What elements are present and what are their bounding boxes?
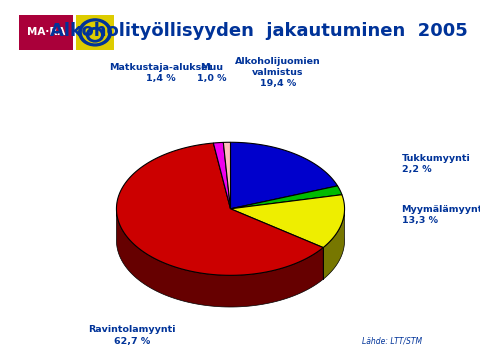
Polygon shape bbox=[230, 142, 337, 209]
Circle shape bbox=[86, 28, 104, 42]
FancyBboxPatch shape bbox=[19, 15, 73, 50]
Polygon shape bbox=[230, 195, 345, 248]
Text: Muu
1,0 %: Muu 1,0 % bbox=[197, 63, 226, 83]
Polygon shape bbox=[214, 143, 230, 209]
Circle shape bbox=[83, 22, 108, 43]
Text: Ravintolamyynti
62,7 %: Ravintolamyynti 62,7 % bbox=[88, 325, 176, 346]
Polygon shape bbox=[117, 207, 323, 307]
Text: Matkustaja-alukset
1,4 %: Matkustaja-alukset 1,4 % bbox=[109, 63, 213, 83]
Polygon shape bbox=[117, 143, 323, 275]
Polygon shape bbox=[323, 206, 345, 279]
Text: Alkoholityöllisyyden  jakautuminen  2005: Alkoholityöllisyyden jakautuminen 2005 bbox=[50, 22, 468, 40]
Polygon shape bbox=[223, 142, 230, 209]
FancyBboxPatch shape bbox=[76, 15, 114, 50]
Circle shape bbox=[79, 19, 111, 46]
Text: Myymälämyynti
13,3 %: Myymälämyynti 13,3 % bbox=[402, 205, 480, 225]
Text: MA·RA: MA·RA bbox=[27, 27, 65, 37]
Polygon shape bbox=[230, 186, 342, 209]
Text: Tukkumyynti
2,2 %: Tukkumyynti 2,2 % bbox=[402, 154, 470, 175]
Circle shape bbox=[90, 31, 100, 39]
Text: Alkoholijuomien
valmistus
19,4 %: Alkoholijuomien valmistus 19,4 % bbox=[235, 57, 321, 88]
Text: Lähde: LTT/STM: Lähde: LTT/STM bbox=[362, 337, 422, 346]
